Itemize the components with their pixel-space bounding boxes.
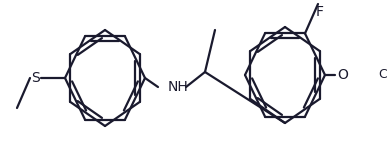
Text: F: F [316, 5, 324, 19]
Text: O: O [337, 68, 348, 82]
Text: CH₃: CH₃ [378, 69, 387, 81]
Text: NH: NH [168, 80, 189, 94]
Text: S: S [31, 71, 39, 85]
